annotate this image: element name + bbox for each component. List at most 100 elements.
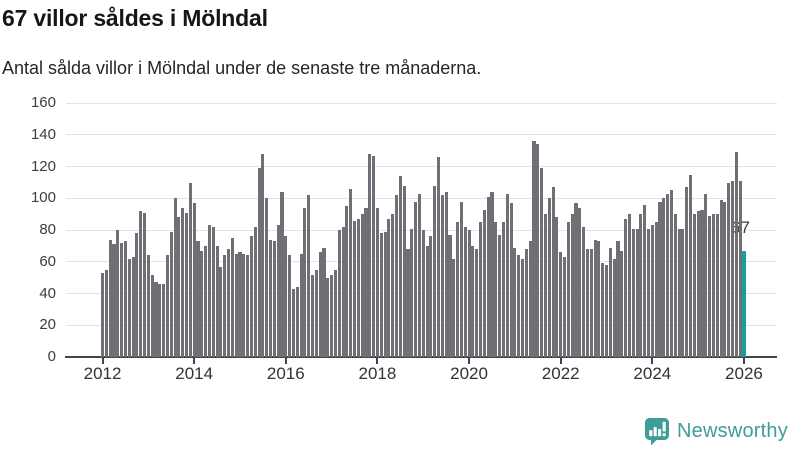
bar (188, 182, 192, 357)
bar (696, 211, 700, 357)
bar (246, 255, 250, 357)
gridline-y-60 (66, 261, 777, 263)
bar (341, 226, 345, 357)
bar (601, 263, 605, 357)
bar (719, 199, 723, 357)
bar (314, 269, 318, 357)
bar (268, 239, 273, 357)
bar (524, 249, 528, 357)
bar (123, 241, 127, 357)
bar (253, 226, 257, 357)
bar (578, 207, 582, 357)
bar (582, 226, 586, 357)
x-axis-tick (559, 358, 562, 364)
bar (459, 201, 463, 357)
bar (574, 203, 578, 357)
bar (238, 252, 242, 357)
x-axis-tick-label: 2016 (266, 364, 305, 383)
bar (486, 196, 490, 357)
bar (727, 182, 731, 357)
bar (540, 168, 544, 357)
x-axis-tick-label: 2024 (633, 364, 672, 383)
bar (120, 242, 124, 357)
bar (498, 234, 502, 357)
bar (646, 228, 651, 357)
bar (669, 190, 673, 357)
chart-subtitle: Antal sålda villor i Mölndal under de se… (2, 58, 482, 78)
bar (467, 230, 471, 357)
bar (681, 228, 685, 357)
x-axis-tick-label: 2014 (175, 364, 214, 383)
bar (394, 195, 399, 357)
bar (616, 241, 620, 357)
bar (215, 245, 219, 357)
bar (146, 255, 150, 357)
bar (368, 153, 372, 357)
bar (425, 245, 429, 357)
bar (372, 155, 376, 357)
bar (272, 241, 276, 357)
bar (169, 231, 173, 357)
x-axis-tick (468, 358, 471, 364)
bar (112, 244, 116, 357)
bar (471, 245, 475, 357)
bar (288, 255, 292, 357)
gridline-y-80 (66, 229, 777, 231)
bar (562, 257, 567, 357)
y-axis-tick-label: 20 (39, 316, 56, 334)
x-axis-tick (193, 358, 196, 364)
bar (635, 228, 639, 357)
bar (688, 174, 693, 357)
bar (708, 215, 712, 357)
bar (570, 214, 574, 357)
bar (650, 225, 654, 357)
bar (436, 157, 441, 357)
bar (612, 258, 616, 357)
bar (490, 192, 494, 357)
bar (429, 236, 433, 357)
x-axis-tick-label: 2026 (725, 364, 763, 383)
x-axis-tick (101, 358, 104, 364)
bar (585, 249, 589, 357)
bar (154, 282, 158, 357)
bar (196, 241, 200, 357)
bar (547, 198, 551, 357)
brand-footer: Newsworthy (644, 416, 788, 446)
bar (624, 219, 628, 357)
bar (200, 250, 204, 357)
y-axis-tick-label: 80 (39, 221, 56, 239)
y-axis-tick-label: 140 (30, 125, 56, 143)
bar (184, 212, 189, 357)
bar (307, 195, 311, 357)
bar (517, 255, 521, 357)
bar (456, 222, 460, 357)
bar (608, 247, 612, 357)
bar (597, 241, 601, 357)
bar (448, 234, 452, 357)
bar (677, 228, 681, 357)
bar (559, 252, 563, 357)
bar (543, 214, 547, 357)
bar (452, 258, 456, 357)
bar (398, 176, 402, 357)
bar (333, 269, 337, 357)
bar (475, 249, 479, 357)
bar (734, 152, 738, 357)
x-axis-tick-label: 2022 (541, 364, 580, 383)
gridline-y-120 (66, 166, 777, 168)
bar (528, 241, 532, 357)
bar (673, 214, 677, 357)
bar (738, 180, 742, 357)
x-axis-tick-label: 2018 (358, 364, 397, 383)
newsworthy-logo-icon (645, 417, 669, 445)
x-axis-tick (742, 358, 745, 364)
bar (291, 288, 295, 357)
bar (165, 255, 169, 357)
bar (604, 265, 609, 357)
bar (692, 214, 696, 357)
bar (666, 193, 670, 357)
y-axis-tick-label: 40 (39, 284, 56, 302)
x-axis-tick (376, 358, 379, 364)
bar (421, 230, 425, 357)
bar (131, 257, 135, 357)
